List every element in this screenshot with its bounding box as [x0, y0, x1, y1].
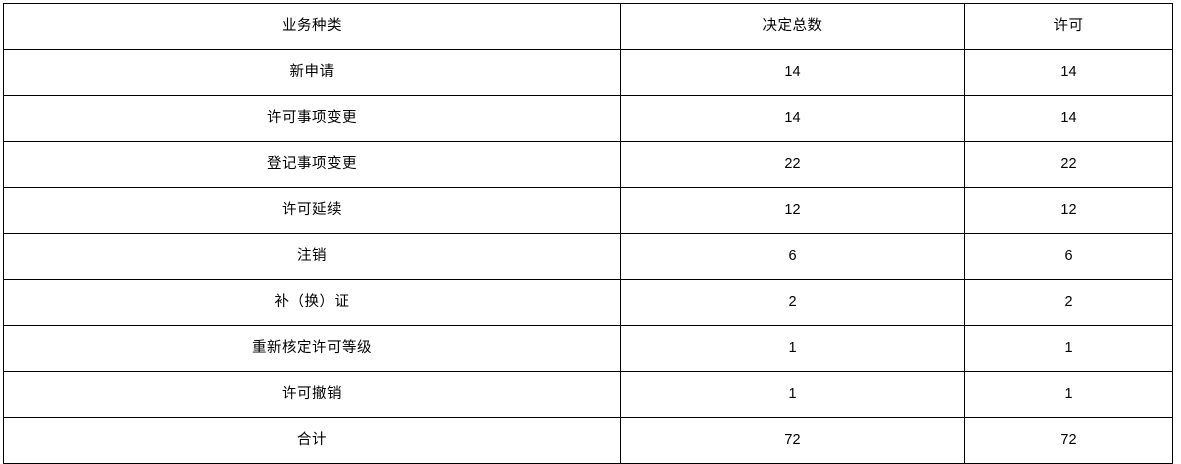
- table-row: 重新核定许可等级 1 1: [3, 325, 1173, 372]
- cell-license: 14: [964, 95, 1173, 142]
- cell-license: 12: [964, 187, 1173, 234]
- table-body: 新申请 14 14 许可事项变更 14 14 登记事项变更 22 22 许可延续…: [3, 49, 1173, 464]
- cell-license: 14: [964, 49, 1173, 96]
- cell-total-decisions: 72: [620, 417, 965, 464]
- cell-business-kind: 许可撤销: [3, 371, 621, 418]
- cell-license: 2: [964, 279, 1173, 326]
- cell-business-kind: 注销: [3, 233, 621, 280]
- cell-total-decisions: 14: [620, 95, 965, 142]
- table-sheet: 业务种类 决定总数 许可 新申请 14 14 许可事项变更 14 14 登记事项…: [3, 3, 1173, 464]
- cell-license: 72: [964, 417, 1173, 464]
- business-kind-statistics-table: 业务种类 决定总数 许可 新申请 14 14 许可事项变更 14 14 登记事项…: [3, 3, 1173, 464]
- cell-total-decisions: 12: [620, 187, 965, 234]
- table-row: 补（换）证 2 2: [3, 279, 1173, 326]
- table-row: 新申请 14 14: [3, 49, 1173, 96]
- cell-business-kind: 许可事项变更: [3, 95, 621, 142]
- table-row: 登记事项变更 22 22: [3, 141, 1173, 188]
- cell-license: 1: [964, 371, 1173, 418]
- table-row: 注销 6 6: [3, 233, 1173, 280]
- column-header-license: 许可: [964, 3, 1173, 50]
- table-header-row: 业务种类 决定总数 许可: [3, 3, 1173, 50]
- cell-business-kind: 补（换）证: [3, 279, 621, 326]
- cell-total-decisions: 2: [620, 279, 965, 326]
- cell-business-kind: 重新核定许可等级: [3, 325, 621, 372]
- cell-business-kind: 合计: [3, 417, 621, 464]
- table-row-total: 合计 72 72: [3, 417, 1173, 464]
- table-header: 业务种类 决定总数 许可: [3, 3, 1173, 50]
- cell-business-kind: 许可延续: [3, 187, 621, 234]
- cell-business-kind: 登记事项变更: [3, 141, 621, 188]
- cell-total-decisions: 22: [620, 141, 965, 188]
- cell-license: 22: [964, 141, 1173, 188]
- column-header-total-decisions: 决定总数: [620, 3, 965, 50]
- cell-total-decisions: 6: [620, 233, 965, 280]
- table-row: 许可撤销 1 1: [3, 371, 1173, 418]
- cell-license: 1: [964, 325, 1173, 372]
- cell-total-decisions: 14: [620, 49, 965, 96]
- cell-total-decisions: 1: [620, 325, 965, 372]
- cell-business-kind: 新申请: [3, 49, 621, 96]
- table-row: 许可延续 12 12: [3, 187, 1173, 234]
- cell-license: 6: [964, 233, 1173, 280]
- table-row: 许可事项变更 14 14: [3, 95, 1173, 142]
- column-header-business-kind: 业务种类: [3, 3, 621, 50]
- cell-total-decisions: 1: [620, 371, 965, 418]
